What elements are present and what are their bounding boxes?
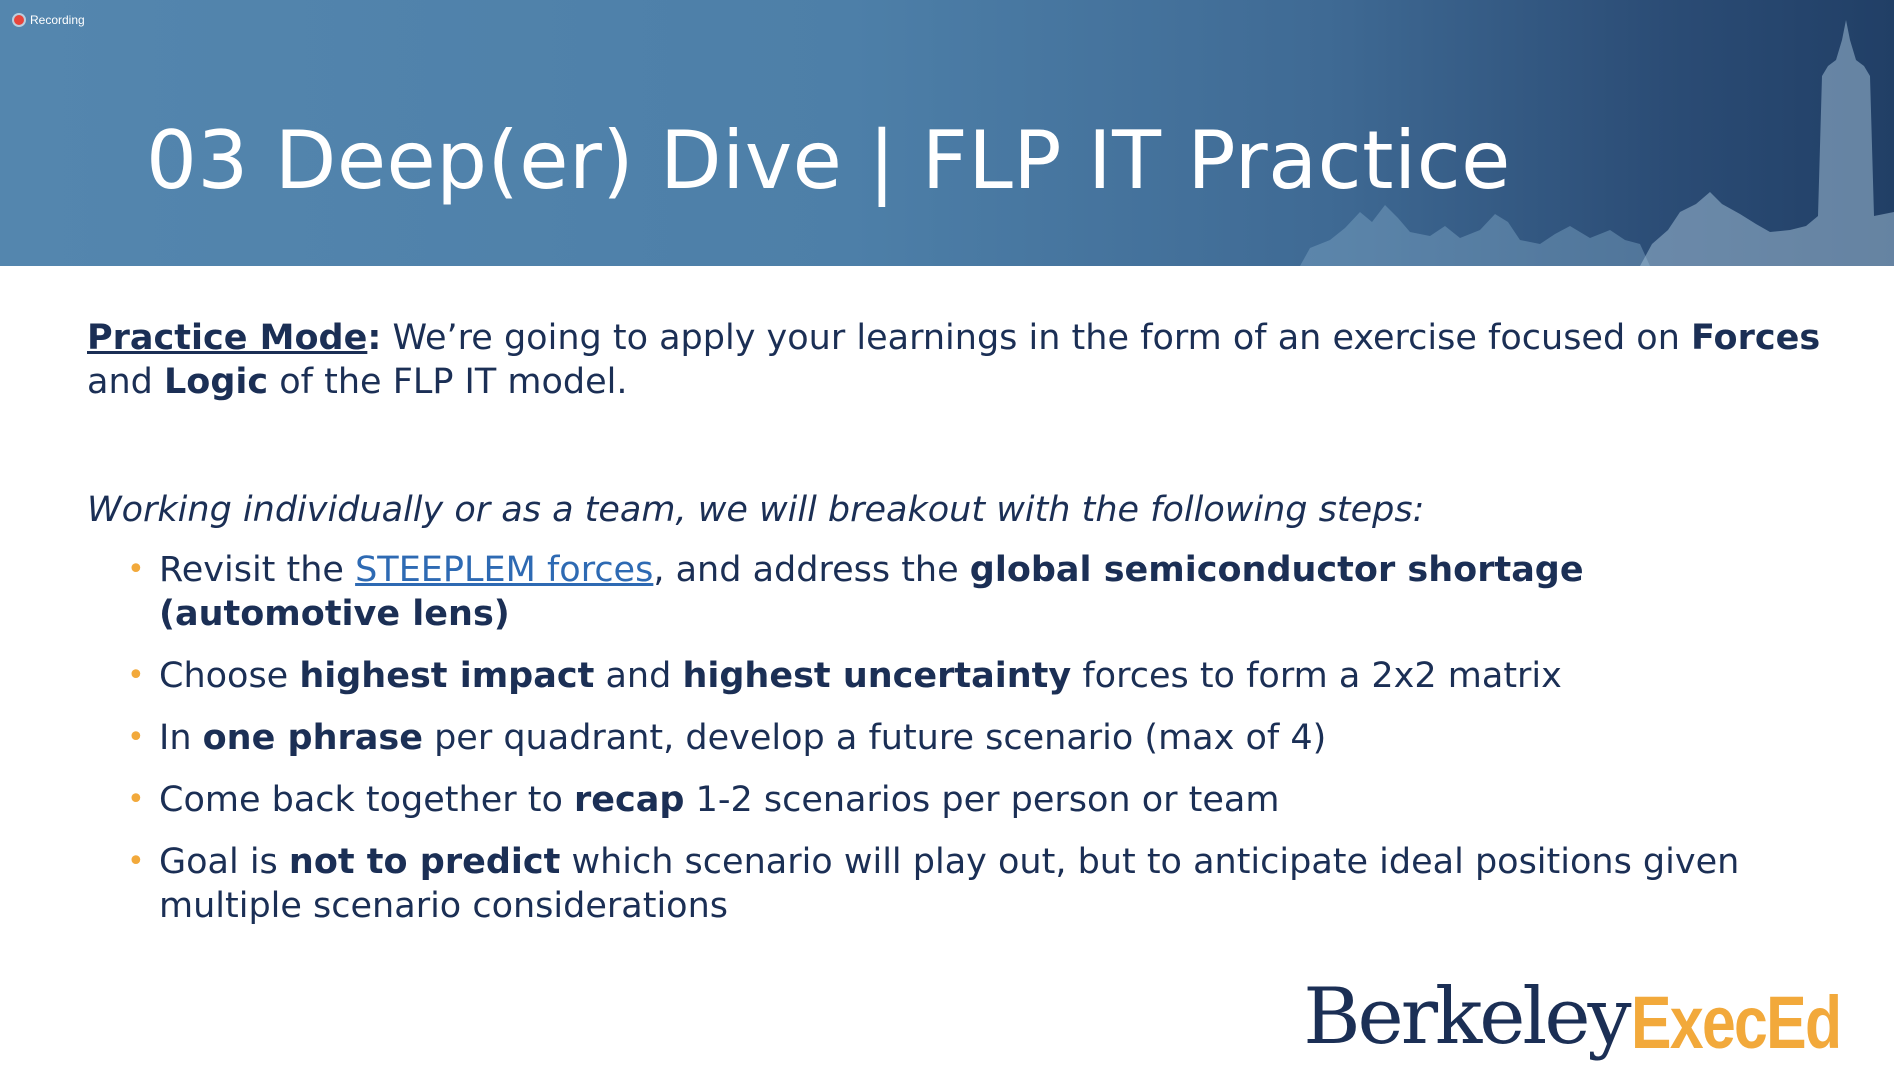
intro-bold-logic: Logic: [163, 362, 269, 402]
step-text: Revisit the: [159, 550, 356, 590]
step-text: forces to form a 2x2 matrix: [1071, 656, 1562, 696]
step-text: 1-2 scenarios per person or team: [684, 780, 1280, 820]
slide-body: Practice Mode: We’re going to apply your…: [87, 316, 1827, 946]
bullet-icon: •: [127, 844, 145, 879]
intro-text-1: We’re going to apply your learnings in t…: [381, 318, 1692, 358]
bullet-icon: •: [127, 782, 145, 817]
step-bold: one phrase: [202, 718, 423, 758]
practice-mode-colon: :: [367, 318, 382, 358]
step-text: Goal is: [159, 842, 289, 882]
intro-paragraph: Practice Mode: We’re going to apply your…: [87, 316, 1827, 404]
step-bold: recap: [574, 780, 685, 820]
step-bold: global semiconductor shortage (automotiv…: [159, 550, 1584, 634]
intro-bold-forces: Forces: [1691, 318, 1821, 358]
list-item: • Choose highest impact and highest uncer…: [87, 654, 1827, 698]
steeplem-forces-link[interactable]: STEEPLEM forces: [355, 550, 654, 590]
step-text: , and address the: [653, 550, 970, 590]
intro-text-3: of the FLP IT model.: [268, 362, 628, 402]
step-text: Come back together to: [159, 780, 575, 820]
slide-title: 03 Deep(er) Dive | FLP IT Practice: [146, 114, 1511, 207]
practice-mode-label: Practice Mode: [87, 318, 368, 358]
step-text: and: [594, 656, 683, 696]
bullet-icon: •: [127, 720, 145, 755]
step-bold: highest impact: [299, 656, 595, 696]
step-text: In: [159, 718, 203, 758]
list-item: • In one phrase per quadrant, develop a f…: [87, 716, 1827, 760]
steps-list: • Revisit the STEEPLEM forces, and addres…: [87, 548, 1827, 928]
step-bold: not to predict: [288, 842, 561, 882]
berkeley-execed-logo: Berkeley ExecEd: [1303, 978, 1856, 1064]
list-item: • Revisit the STEEPLEM forces, and addres…: [87, 548, 1827, 636]
bullet-icon: •: [127, 552, 145, 587]
recording-label: Recording: [30, 13, 85, 27]
list-item: • Goal is not to predict which scenario w…: [87, 840, 1827, 928]
bullet-icon: •: [127, 658, 145, 693]
intro-text-2: and: [87, 362, 164, 402]
step-text: Choose: [159, 656, 300, 696]
step-text: per quadrant, develop a future scenario …: [422, 718, 1327, 758]
campanile-skyline-icon: [1300, 20, 1894, 266]
list-item: • Come back together to recap 1-2 scenari…: [87, 778, 1827, 822]
step-bold: highest uncertainty: [682, 656, 1072, 696]
recording-indicator: Recording: [14, 13, 85, 27]
logo-berkeley-text: Berkeley: [1303, 972, 1631, 1062]
logo-execed-text: ExecEd: [1630, 981, 1842, 1064]
recording-dot-icon: [14, 15, 24, 25]
title-banner: Recording 03 Deep(er) Dive | FLP IT Prac…: [0, 0, 1894, 266]
step-text: which scenario will play out, but to ant…: [159, 842, 1740, 926]
steps-lead: Working individually or as a team, we wi…: [87, 490, 1425, 530]
